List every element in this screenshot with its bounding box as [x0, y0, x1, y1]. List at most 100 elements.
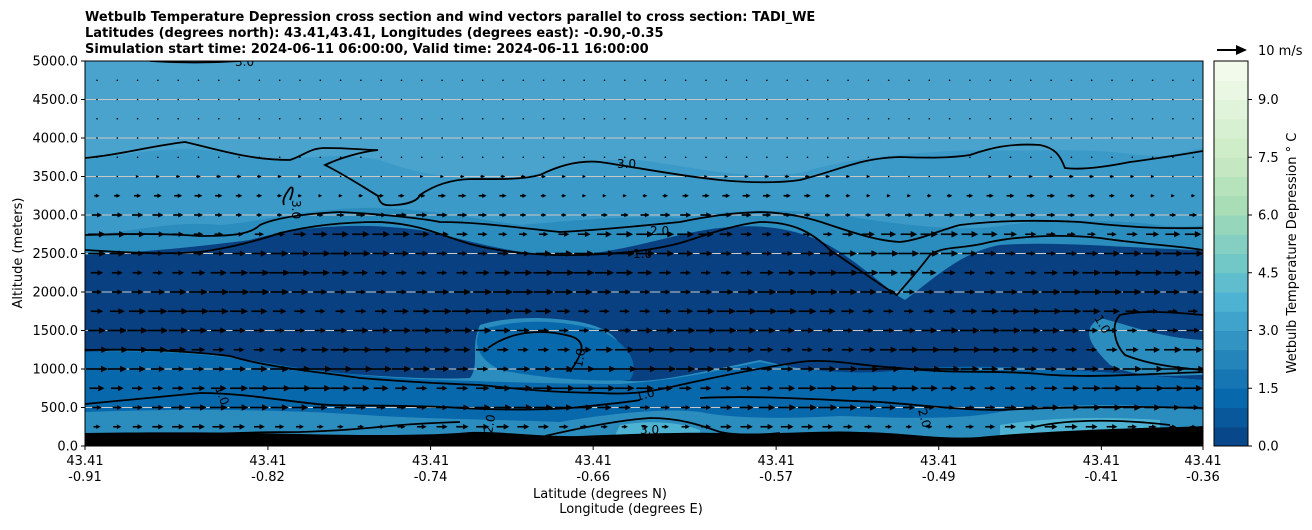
- wind-arrow-r13-c39-head: [889, 327, 895, 334]
- wind-arrow-r17-c31-head: [726, 404, 733, 411]
- wind-arrow-r11-c18-head: [464, 288, 471, 296]
- wind-arrow-r0-c44: [989, 79, 991, 82]
- colorbar-segment-12: [1214, 195, 1248, 216]
- wind-arrow-r10-c52-head: [1155, 269, 1163, 276]
- wind-arrow-r16-c9-head: [283, 385, 291, 392]
- x-tick-lon-0: -0.91: [68, 470, 102, 485]
- wind-arrow-r12-c33-head: [770, 308, 778, 315]
- wind-arrow-r17-c41-head: [929, 404, 935, 411]
- wind-arrow-r9-c21-head: [524, 250, 530, 257]
- wind-arrow-r6-c51-head: [1130, 193, 1135, 198]
- colorbar-tick-label-5: 7.5: [1258, 151, 1279, 166]
- wind-arrow-r10-c45-head: [1010, 270, 1016, 276]
- wind-arrow-r18-c43-head: [969, 424, 975, 430]
- wind-arrow-r17-c18-head: [463, 404, 470, 411]
- wind-arrow-r2-c7: [238, 117, 240, 120]
- wind-arrow-r4-c30: [705, 156, 707, 159]
- wind-arrow-r1-c27: [644, 98, 646, 101]
- contour-label-3-upper: 3.0: [617, 157, 636, 171]
- wind-arrow-r8-c44-head: [991, 231, 998, 238]
- wind-arrow-r3-c46: [1030, 137, 1032, 139]
- wind-arrow-r14-c0-head: [101, 346, 109, 353]
- wind-arrow-r9-c36-head: [829, 250, 836, 257]
- wind-arrow-r9-c42-head: [951, 250, 959, 257]
- wind-arrow-r9-c27-head: [647, 250, 655, 257]
- wind-arrow-r12-c9-head: [280, 308, 287, 315]
- wind-arrow-r10-c41-head: [930, 269, 937, 276]
- wind-arrow-r11-c15-head: [401, 289, 407, 295]
- wind-arrow-r17-c19-head: [484, 404, 491, 411]
- wind-arrow-r5-c3-head: [156, 174, 160, 179]
- wind-arrow-r17-c26-head: [625, 404, 631, 411]
- wind-arrow-r4-c26: [624, 156, 626, 159]
- wind-arrow-r0-c35: [806, 79, 809, 82]
- wind-arrow-r8-c2-head: [138, 231, 146, 238]
- wind-arrow-r15-c34-head: [787, 366, 794, 372]
- wind-arrow-r14-c6-head: [219, 347, 225, 353]
- wind-arrow-r11-c24-head: [585, 288, 593, 296]
- wind-arrow-r0-c39: [887, 79, 890, 82]
- wind-arrow-r5-c25: [603, 175, 606, 178]
- wind-arrow-r0-c47: [1050, 79, 1052, 82]
- wind-arrow-r9-c53-head: [1176, 250, 1184, 257]
- wind-arrow-r14-c2-head: [141, 346, 149, 353]
- y-tick-label-0: 0.0: [57, 440, 78, 455]
- wind-arrow-r7-c9-head: [278, 213, 283, 217]
- wind-arrow-r16-c5-head: [199, 385, 206, 392]
- wind-arrow-r17-c16-head: [421, 404, 427, 411]
- wind-arrow-r7-c29-head: [685, 212, 692, 218]
- wind-arrow-r18-c27-head: [644, 424, 649, 429]
- wind-arrow-r6-c19-head: [482, 193, 487, 198]
- wind-arrow-r3-c21: [522, 137, 525, 139]
- wind-arrow-r7-c15-head: [401, 212, 408, 218]
- wind-arrow-r17-c27-head: [645, 404, 651, 411]
- wind-arrow-r3-c8: [258, 137, 261, 139]
- wind-arrow-r3-c5: [197, 137, 200, 139]
- wind-arrow-r0-c20: [502, 79, 504, 82]
- wind-arrow-r4-c33: [766, 156, 768, 159]
- wind-arrow-r18-c21-head: [523, 424, 530, 430]
- wind-arrow-r2-c5: [197, 117, 200, 120]
- wind-arrow-r5-c27: [644, 175, 646, 178]
- wind-arrow-r0-c54: [1192, 79, 1194, 82]
- contour-1-lower: [85, 348, 1203, 395]
- wind-arrow-r16-c16-head: [422, 385, 428, 391]
- colorbar-segment-4: [1214, 349, 1248, 370]
- wind-arrow-r13-c32-head: [749, 327, 757, 334]
- wind-arrow-r10-c46-head: [1031, 270, 1037, 276]
- wind-arrow-r3-c17: [441, 137, 443, 139]
- wind-arrow-r2-c27: [644, 117, 646, 120]
- wind-arrow-r0-c31: [725, 79, 728, 82]
- contour-label-3-hook: 3.0: [289, 200, 303, 219]
- wind-arrow-r1-c29: [684, 98, 687, 101]
- wind-arrow-r7-c25-head: [603, 212, 608, 218]
- wind-arrow-r2-c14: [380, 117, 383, 120]
- wind-arrow-r17-c34-head: [789, 404, 797, 411]
- wind-arrow-r14-c15-head: [405, 346, 413, 353]
- wind-arrow-r1-c8: [258, 98, 261, 101]
- wind-arrow-r11-c22-head: [546, 288, 554, 296]
- wind-arrow-r10-c1-head: [117, 270, 123, 276]
- wind-arrow-r4-c5: [197, 156, 200, 159]
- wind-arrow-r18-c15-head: [401, 424, 406, 430]
- wind-arrow-r1-c37: [847, 98, 849, 101]
- wind-arrow-r13-c18-head: [465, 327, 473, 334]
- wind-arrow-r7-c44-head: [990, 212, 996, 218]
- wind-arrow-r1-c17: [441, 98, 443, 101]
- wind-arrow-r0-c30: [705, 79, 707, 82]
- wind-arrow-r17-c42-head: [949, 405, 955, 410]
- wind-arrow-r2-c50: [1111, 117, 1113, 120]
- wind-arrow-r13-c54-head: [1194, 327, 1200, 334]
- wind-arrow-r18-c33-head: [767, 423, 774, 430]
- x-tick-lat-3: 43.41: [575, 454, 612, 469]
- wind-arrow-r8-c49-head: [1091, 231, 1096, 237]
- wind-arrow-r11-c49-head: [1095, 288, 1103, 296]
- title-line-1: Wetbulb Temperature Depression cross sec…: [85, 10, 815, 25]
- wind-arrow-r9-c2-head: [138, 250, 145, 257]
- wind-arrow-r2-c54: [1192, 117, 1194, 120]
- wind-arrow-r4-c54: [1192, 156, 1194, 159]
- wind-arrow-r4-c43: [969, 156, 971, 159]
- wind-arrow-r3-c16: [421, 137, 423, 139]
- contour-3-upper: [85, 141, 1203, 207]
- wind-arrow-r4-c23: [563, 156, 565, 159]
